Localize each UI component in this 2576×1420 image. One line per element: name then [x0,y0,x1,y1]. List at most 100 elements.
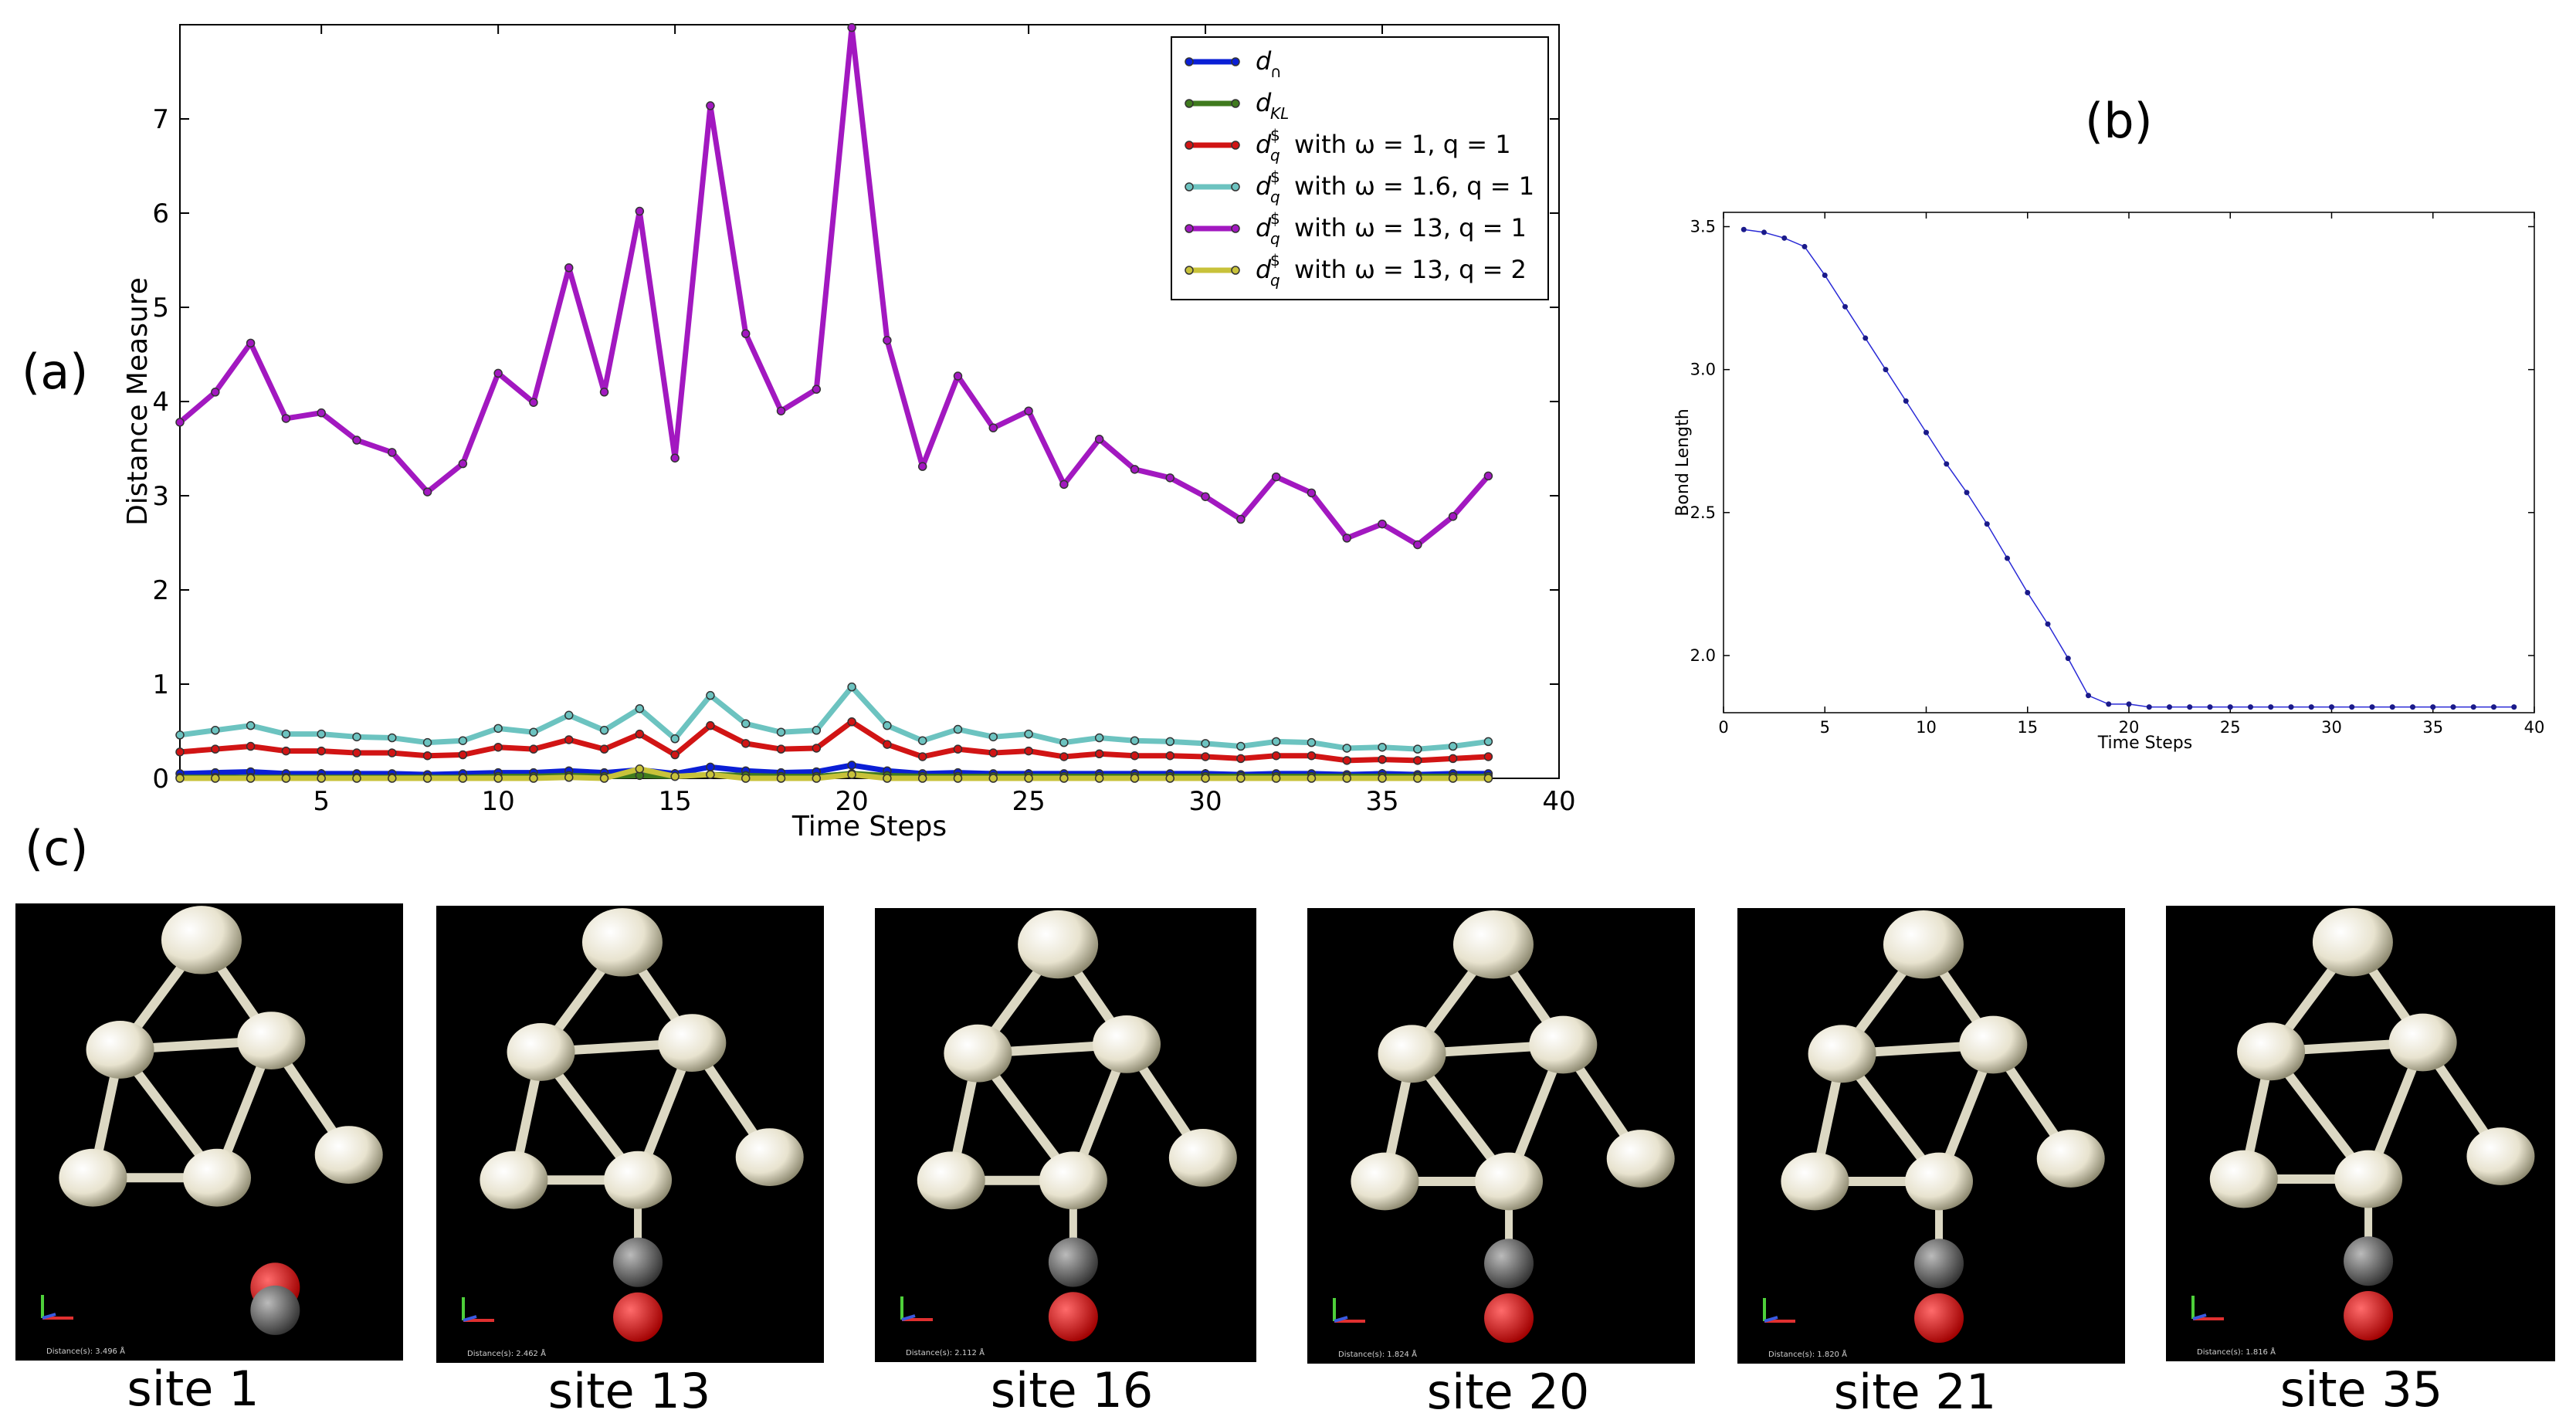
panel-label-a: (a) [22,344,89,400]
data-point [1483,471,1493,481]
bond-length-point [2005,555,2010,561]
atom-c [2344,1236,2394,1286]
data-point [175,774,185,783]
data-point [388,774,397,783]
data-point [1236,754,1246,764]
distance-readout: Distance(s): 2.462 Å [467,1350,546,1358]
data-point [529,744,538,754]
atom-c [1048,1237,1098,1287]
bond-length-point [2126,701,2132,707]
data-point [670,771,680,781]
atom-o [613,1292,663,1342]
data-point [175,730,185,740]
data-point [635,729,645,739]
data-point [281,414,291,423]
legend-superscript: $ [1270,251,1280,269]
data-point [211,388,220,397]
bond-length-point [2450,704,2456,710]
axis-z [2192,1313,2207,1320]
atom-pt [2312,908,2393,977]
x-tick-label-b: 40 [2524,718,2545,737]
data-point [317,729,326,739]
legend-marker [1231,99,1240,108]
bond-length-point [2470,704,2476,710]
data-point [1165,473,1175,483]
data-point [917,462,927,471]
atom-o [1914,1293,1964,1343]
data-point [352,748,361,757]
x-tick-label: 5 [313,786,330,817]
atom-pt [59,1148,127,1207]
data-point [1378,742,1387,752]
y-tick-label: 5 [152,293,169,324]
panel-label-c: (c) [25,820,89,876]
data-point [422,751,432,761]
bond-length-point [2308,704,2314,710]
data-point [635,703,645,713]
atom-pt [2209,1150,2278,1208]
data-point [847,761,856,770]
axis-z [901,1314,916,1321]
data-point [352,774,361,783]
bond-length-point [1740,226,1747,232]
data-point [564,773,574,782]
legend-subscript: q [1270,229,1280,248]
y-tick-label: 6 [152,198,169,229]
data-point [1271,751,1281,761]
data-point [1024,406,1033,415]
molecule-frame: Distance(s): 2.112 Å [875,908,1256,1362]
data-point [670,453,680,463]
legend-marker [1231,266,1240,275]
molecule-caption: site 21 [1833,1364,1997,1420]
legend-superscript: $ [1270,168,1280,186]
data-point [564,263,574,273]
data-point [529,774,538,783]
data-point [1024,774,1033,783]
data-point [917,736,927,745]
data-point [246,720,256,730]
legend-marker [1185,182,1194,191]
atom-pt [1905,1152,1974,1211]
data-point [635,206,645,216]
data-point [1130,465,1140,474]
data-point [388,448,397,457]
data-point [1236,741,1246,751]
data-point [422,737,432,747]
y-tick-label: 4 [152,387,169,418]
atom-pt [1781,1152,1849,1211]
molecule-frame: Distance(s): 3.496 Å [15,903,403,1361]
data-point [1342,774,1351,783]
bond-length-point [2065,656,2071,662]
data-point [776,727,786,737]
data-point [493,368,503,378]
bond-length-point [1781,235,1788,241]
bond-length-point [1964,490,1970,496]
molecule-caption: site 13 [547,1363,711,1419]
bond-length-point [2167,704,2172,710]
atom-pt [86,1021,154,1079]
bond-length-point [1903,398,1909,404]
bond-length-point [1842,303,1848,310]
series-line-w13_q1 [178,25,1491,547]
data-point [1413,744,1422,754]
data-point [211,774,220,783]
x-tick-label: 10 [482,786,515,817]
bond-length-point [1924,429,1929,435]
bond-length-point [2045,621,2051,627]
data-point [953,371,963,381]
data-point [493,742,503,752]
bond-length-point [2227,704,2233,710]
axis-z [42,1313,56,1320]
atom-pt [1606,1130,1675,1188]
data-point [529,727,538,737]
atom-c [1914,1239,1964,1289]
data-point [1059,480,1069,490]
data-point [1024,729,1033,739]
atom-o [1484,1293,1534,1343]
atom-pt [1475,1152,1544,1211]
data-point [1094,774,1104,783]
bond-length-line [1744,229,2514,708]
y-tick-label: 7 [152,104,169,135]
atom-pt [604,1151,673,1209]
